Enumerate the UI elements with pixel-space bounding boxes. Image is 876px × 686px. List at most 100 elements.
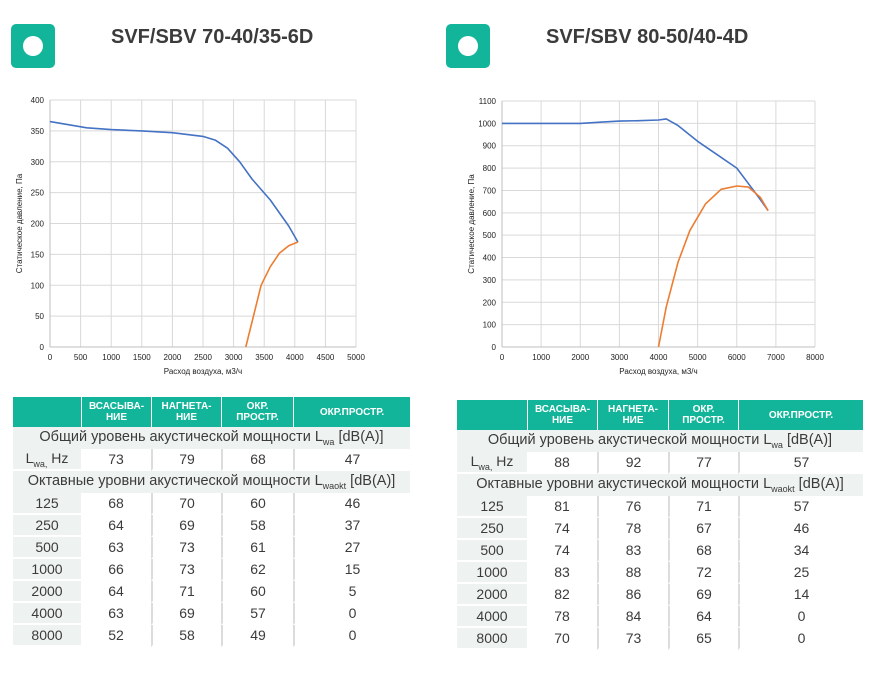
y-tick-label: 100 (31, 281, 45, 290)
column-header: ОКР.ПРОСТР. (293, 397, 410, 427)
row-header-cell: 125 (13, 493, 81, 515)
y-tick-label: 150 (31, 250, 45, 259)
y-tick-label: 100 (483, 321, 497, 330)
value-cell: 71 (668, 496, 738, 518)
value-cell: 68 (221, 449, 293, 471)
value-cell: 70 (527, 628, 597, 650)
value-cell: 57 (738, 452, 863, 474)
value-cell: 49 (221, 625, 293, 647)
row-label: Октавные уровни акустической мощности L (27, 473, 323, 490)
y-tick-label: 250 (31, 189, 45, 198)
table-header-row: ВСАСЫВА- НИЕ НАГНЕТА- НИЕ ОКР. ПРОСТР. ОКР.… (457, 400, 863, 430)
row-label-subscript: wa (322, 436, 335, 447)
value-cell: 72 (668, 562, 738, 584)
x-tick-label: 1000 (102, 353, 120, 362)
value-cell: 73 (81, 449, 151, 471)
y-tick-label: 1000 (478, 119, 496, 128)
y-tick-label: 300 (31, 158, 45, 167)
column-header: ОКР. ПРОСТР. (221, 397, 293, 427)
value-cell: 46 (293, 493, 410, 515)
value-cell: 73 (151, 537, 221, 559)
row-header-cell: Lwa, Hz (457, 452, 527, 474)
octave-level-row: Октавные уровни акустической мощности Lw… (457, 474, 863, 496)
value-cell: 70 (151, 493, 221, 515)
row-header-cell: 250 (13, 515, 81, 537)
x-tick-label: 8000 (806, 353, 824, 362)
value-cell: 57 (221, 603, 293, 625)
column-header: ОКР.ПРОСТР. (738, 400, 863, 430)
value-cell: 66 (81, 559, 151, 581)
value-cell: 63 (81, 537, 151, 559)
row-header-cell: 2000 (13, 581, 81, 603)
value-cell: 69 (668, 584, 738, 606)
value-cell: 67 (668, 518, 738, 540)
value-cell: 83 (527, 562, 597, 584)
value-cell: 74 (527, 518, 597, 540)
y-tick-label: 700 (483, 186, 497, 195)
x-axis-label: Расход воздуха, м3/ч (619, 367, 697, 376)
column-header (457, 400, 527, 430)
octave-row: 125 81 76 71 57 (457, 496, 863, 518)
x-tick-label: 4000 (286, 353, 304, 362)
value-cell: 84 (597, 606, 668, 628)
column-header: НАГНЕТА- НИЕ (597, 400, 668, 430)
x-tick-label: 6000 (728, 353, 746, 362)
value-cell: 73 (151, 559, 221, 581)
y-tick-label: 400 (483, 254, 497, 263)
y-tick-label: 50 (35, 312, 44, 321)
value-cell: 88 (527, 452, 597, 474)
x-tick-label: 1500 (133, 353, 151, 362)
value-cell: 57 (738, 496, 863, 518)
x-tick-label: 0 (48, 353, 53, 362)
value-cell: 0 (293, 603, 410, 625)
y-tick-label: 600 (483, 209, 497, 218)
value-cell: 79 (151, 449, 221, 471)
value-cell: 69 (151, 603, 221, 625)
octave-row: 250 64 69 58 37 (13, 515, 410, 537)
y-tick-label: 200 (31, 220, 45, 229)
value-cell: 25 (738, 562, 863, 584)
total-level-row: Общий уровень акустической мощности Lwa … (457, 430, 863, 452)
y-tick-label: 200 (483, 298, 497, 307)
x-axis-label: Расход воздуха, м3/ч (164, 367, 242, 376)
octave-row: 1000 83 88 72 25 (457, 562, 863, 584)
value-cell: 46 (738, 518, 863, 540)
logo-circle-icon (458, 36, 478, 56)
value-cell: 78 (597, 518, 668, 540)
value-cell: 14 (738, 584, 863, 606)
y-tick-label: 350 (31, 127, 45, 136)
y-tick-label: 0 (40, 343, 45, 352)
y-tick-label: 500 (483, 231, 497, 240)
row-label-unit: [dB(A)] (346, 473, 396, 490)
octave-row: 1000 66 73 62 15 (13, 559, 410, 581)
column-header (13, 397, 81, 427)
row-header-cell: 1000 (13, 559, 81, 581)
octave-row: 250 74 78 67 46 (457, 518, 863, 540)
y-tick-label: 1100 (479, 97, 497, 106)
value-cell: 65 (668, 628, 738, 650)
value-cell: 73 (597, 628, 668, 650)
x-tick-label: 3000 (225, 353, 243, 362)
value-cell: 0 (293, 625, 410, 647)
row-header-cell: 8000 (13, 625, 81, 647)
row-label-unit: [dB(A)] (334, 429, 384, 446)
value-cell: 64 (81, 515, 151, 537)
row-label-unit: [dB(A)] (794, 476, 844, 493)
row-label-subscript: waokt (771, 483, 795, 494)
x-tick-label: 0 (500, 353, 505, 362)
value-cell: 34 (738, 540, 863, 562)
x-tick-label: 7000 (767, 353, 785, 362)
column-header: ВСАСЫВА- НИЕ (81, 397, 151, 427)
value-cell: 68 (81, 493, 151, 515)
series-line-static-pressure (502, 118, 769, 212)
value-cell: 0 (738, 606, 863, 628)
value-cell: 88 (597, 562, 668, 584)
series-line-operating-curve (657, 185, 769, 348)
lwa-row: Lwa, Hz 73 79 68 47 (13, 449, 410, 471)
fan-curve-chart: 0 100 200 300 400 500 600 700 800 900 1000 1100 0 100… (467, 97, 824, 376)
row-header-cell: 2000 (457, 584, 527, 606)
value-cell: 78 (527, 606, 597, 628)
value-cell: 68 (668, 540, 738, 562)
row-header-cell: 4000 (13, 603, 81, 625)
value-cell: 52 (81, 625, 151, 647)
